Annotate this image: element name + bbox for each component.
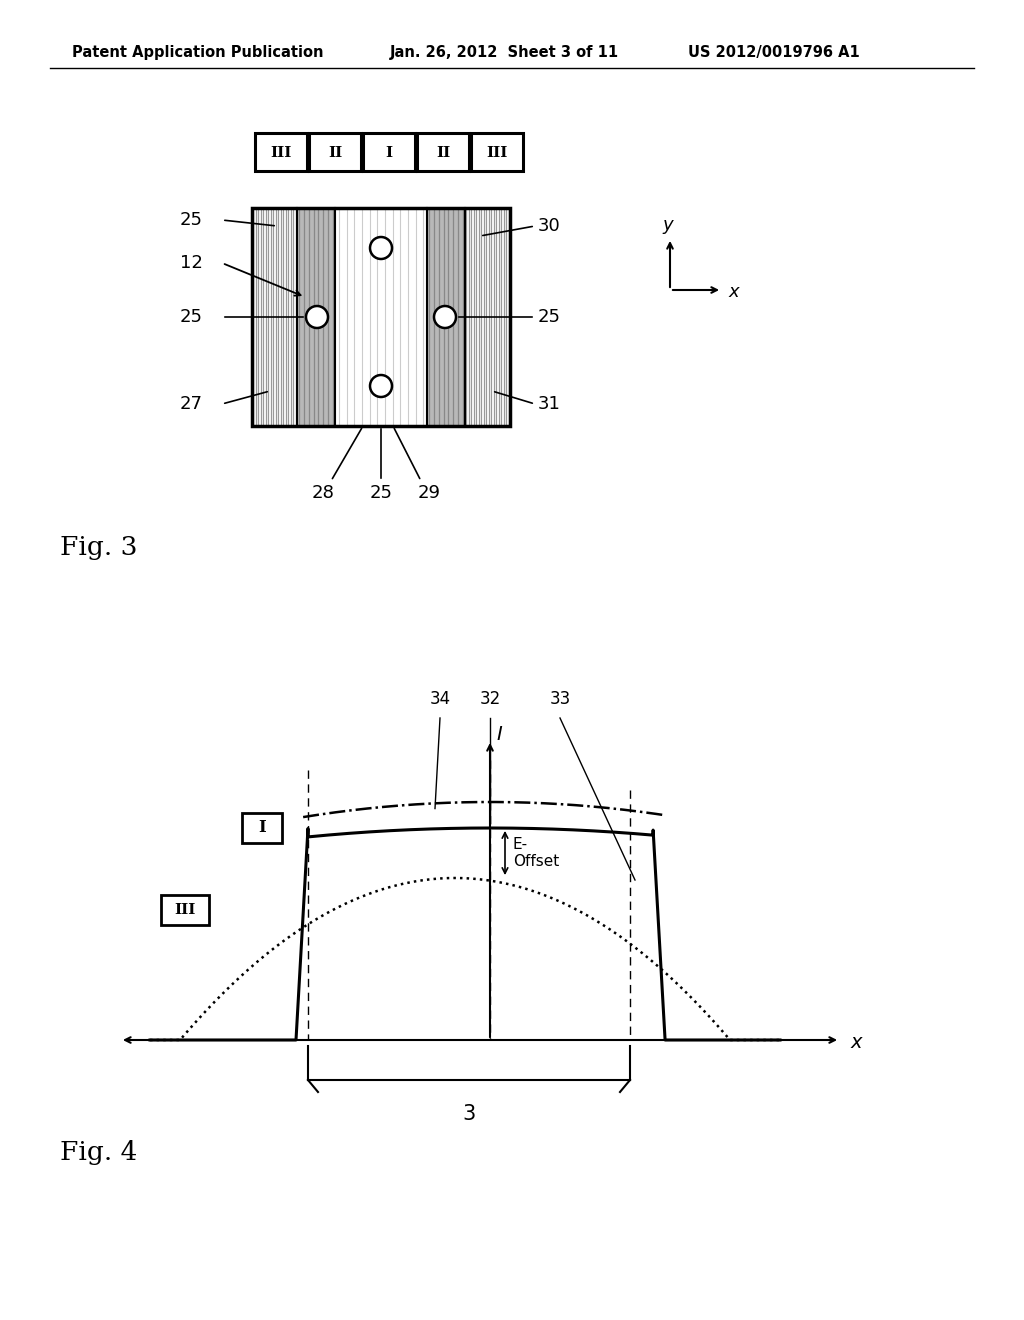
Text: III: III bbox=[270, 147, 292, 160]
Text: 27: 27 bbox=[180, 395, 203, 413]
Circle shape bbox=[434, 306, 456, 327]
Text: 25: 25 bbox=[370, 484, 392, 502]
Text: 29: 29 bbox=[418, 484, 440, 502]
Text: III: III bbox=[486, 147, 508, 160]
Text: I: I bbox=[385, 147, 392, 160]
Bar bbox=[255, 133, 307, 172]
Text: 28: 28 bbox=[311, 484, 335, 502]
Text: 33: 33 bbox=[549, 690, 570, 708]
Bar bbox=[309, 133, 361, 172]
Bar bbox=[161, 895, 209, 925]
Text: 31: 31 bbox=[538, 395, 561, 413]
Text: US 2012/0019796 A1: US 2012/0019796 A1 bbox=[688, 45, 860, 59]
Text: 34: 34 bbox=[429, 690, 451, 708]
Bar bbox=[335, 209, 427, 426]
Circle shape bbox=[306, 306, 328, 327]
Text: 3: 3 bbox=[463, 1104, 475, 1125]
Text: III: III bbox=[174, 903, 196, 917]
Text: x: x bbox=[728, 282, 738, 301]
Bar bbox=[362, 133, 415, 172]
Text: I: I bbox=[258, 820, 266, 837]
Text: I: I bbox=[496, 726, 502, 744]
Bar bbox=[471, 133, 523, 172]
Bar bbox=[417, 133, 469, 172]
Text: E-
Offset: E- Offset bbox=[513, 837, 559, 869]
Text: 25: 25 bbox=[538, 308, 561, 326]
Bar bbox=[427, 209, 465, 426]
Text: II: II bbox=[436, 147, 451, 160]
Bar bbox=[297, 209, 335, 426]
Text: Patent Application Publication: Patent Application Publication bbox=[72, 45, 324, 59]
Text: 25: 25 bbox=[180, 211, 203, 228]
Text: 32: 32 bbox=[479, 690, 501, 708]
Bar bbox=[252, 209, 510, 426]
Bar bbox=[242, 813, 282, 843]
Text: Jan. 26, 2012  Sheet 3 of 11: Jan. 26, 2012 Sheet 3 of 11 bbox=[390, 45, 620, 59]
Text: 30: 30 bbox=[538, 216, 561, 235]
Circle shape bbox=[370, 238, 392, 259]
Text: Fig. 4: Fig. 4 bbox=[60, 1140, 137, 1166]
Circle shape bbox=[370, 375, 392, 397]
Text: 12: 12 bbox=[180, 253, 203, 272]
Text: 25: 25 bbox=[180, 308, 203, 326]
Bar bbox=[252, 209, 510, 426]
Text: y: y bbox=[663, 216, 674, 234]
Text: x: x bbox=[850, 1032, 861, 1052]
Text: II: II bbox=[328, 147, 342, 160]
Text: Fig. 3: Fig. 3 bbox=[60, 535, 137, 560]
